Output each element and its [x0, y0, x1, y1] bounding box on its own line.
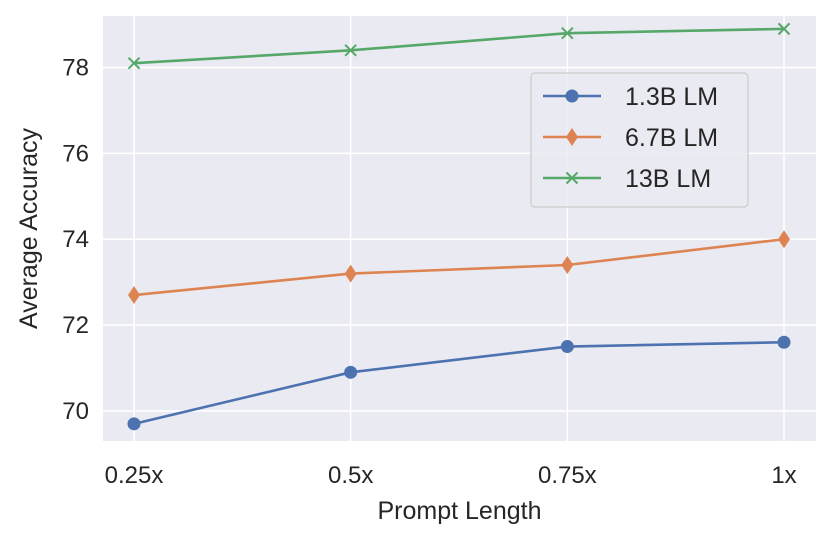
- series-line: [133, 237, 785, 297]
- y-tick-label: 70: [62, 398, 89, 425]
- y-tick-label: 72: [62, 312, 89, 339]
- data-point: [565, 89, 579, 103]
- series-13b-lm: [127, 22, 791, 70]
- data-point: [560, 340, 574, 354]
- y-tick-label: 78: [62, 55, 89, 82]
- x-tick-label: 0.5x: [328, 462, 373, 489]
- x-tick-labels: 0.25x 0.5x 0.75x 1x: [105, 462, 797, 489]
- data-point: [561, 26, 574, 40]
- series-1-3b-lm: [127, 335, 791, 431]
- legend-label: 1.3B LM: [625, 83, 718, 111]
- series-6-7b-lm: [128, 230, 790, 305]
- legend-label: 6.7B LM: [625, 124, 718, 152]
- data-point: [566, 128, 578, 146]
- legend-label: 13B LM: [625, 165, 711, 193]
- legend-item: 6.7B LM: [543, 124, 718, 152]
- data-point: [127, 57, 141, 70]
- x-axis-title: Prompt Length: [378, 497, 542, 525]
- legend-item: 1.3B LM: [543, 83, 718, 111]
- series-line: [133, 27, 785, 65]
- x-tick-label: 0.75x: [538, 462, 597, 489]
- data-point: [777, 335, 791, 349]
- data-point: [128, 286, 140, 305]
- data-point: [777, 22, 791, 36]
- data-point: [344, 365, 358, 379]
- x-tick-label: 1x: [771, 462, 796, 489]
- legend-box: [530, 72, 749, 208]
- data-point: [778, 230, 790, 249]
- y-tick-labels: 70 72 74 76 78: [62, 55, 89, 425]
- data-point: [565, 171, 579, 185]
- x-tick-label: 0.25x: [105, 462, 164, 489]
- data-point: [561, 255, 574, 274]
- y-tick-label: 76: [62, 140, 89, 167]
- legend: 1.3B LM 6.7B LM 13B LM: [530, 72, 749, 208]
- series-group: [127, 22, 791, 431]
- series-line: [133, 340, 785, 426]
- legend-item: 13B LM: [543, 165, 711, 193]
- y-tick-label: 74: [62, 226, 89, 253]
- data-point: [344, 44, 357, 57]
- y-axis-title: Average Accuracy: [15, 127, 43, 329]
- data-point: [344, 264, 357, 283]
- data-point: [127, 417, 141, 431]
